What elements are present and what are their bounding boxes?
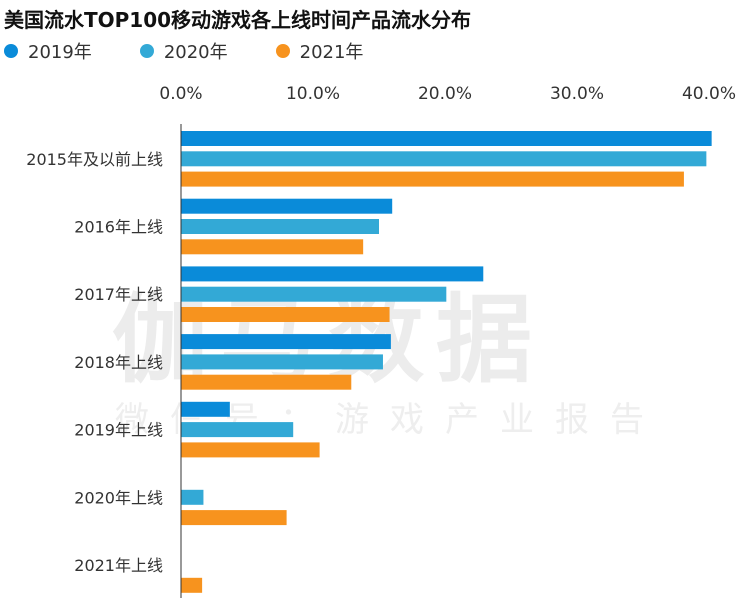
category-label: 2017年上线 — [74, 285, 163, 304]
bar-2020年-4 — [181, 422, 294, 438]
bar-2021年-1 — [181, 239, 364, 255]
bar-2021年-0 — [181, 171, 684, 187]
x-tick-label: 20.0% — [418, 84, 472, 104]
bar-2019年-0 — [181, 131, 712, 146]
bar-2020年-1 — [181, 219, 379, 234]
legend-item-2021: 2021年 — [275, 38, 364, 64]
bar-2020年-5 — [181, 489, 204, 505]
category-label: 2019年上线 — [74, 421, 163, 440]
category-label: 2015年及以前上线 — [26, 150, 163, 169]
bar-2021年-2 — [181, 307, 390, 322]
x-tick-label: 0.0% — [159, 84, 202, 104]
legend-swatch-2019 — [4, 44, 18, 58]
category-label: 2020年上线 — [74, 488, 163, 507]
legend-item-2019: 2019年 — [4, 38, 92, 64]
chart-title: 美国流水TOP100移动游戏各上线时间产品流水分布 — [4, 8, 472, 32]
legend-swatch-2021 — [275, 44, 290, 58]
legend: 2019年 2020年 2021年 — [4, 38, 363, 64]
bar-2020年-3 — [181, 354, 383, 370]
bar-2020年-2 — [181, 286, 447, 302]
bar-2020年-0 — [181, 151, 707, 167]
bar-2021年-5 — [181, 510, 287, 526]
bar-2019年-4 — [181, 401, 230, 417]
bar-2019年-2 — [181, 266, 484, 282]
bar-2019年-1 — [181, 198, 393, 214]
x-tick-label: 30.0% — [550, 84, 604, 104]
x-tick-label: 40.0% — [682, 84, 736, 104]
x-tick-label: 10.0% — [286, 84, 340, 104]
category-label: 2016年上线 — [74, 218, 163, 237]
legend-label-2021: 2021年 — [299, 42, 364, 63]
bar-2021年-3 — [181, 374, 352, 390]
category-label: 2021年上线 — [74, 556, 163, 575]
category-label: 2018年上线 — [74, 353, 163, 372]
bar-2019年-3 — [181, 334, 391, 350]
legend-item-2020: 2020年 — [139, 38, 228, 64]
bar-2021年-6 — [181, 577, 203, 593]
legend-label-2020: 2020年 — [163, 42, 228, 63]
legend-label-2019: 2019年 — [28, 42, 92, 63]
legend-swatch-2020 — [139, 44, 154, 58]
bar-2021年-4 — [181, 442, 320, 458]
